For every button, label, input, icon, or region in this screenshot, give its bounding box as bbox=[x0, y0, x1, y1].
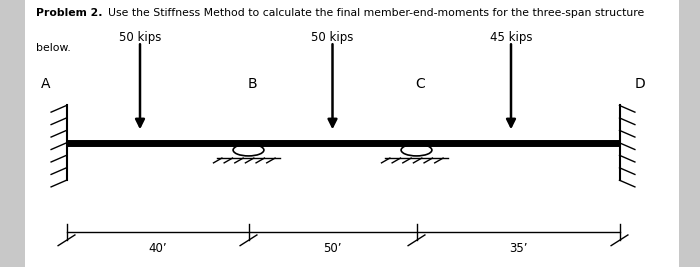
Text: 50’: 50’ bbox=[323, 242, 342, 255]
FancyBboxPatch shape bbox=[25, 0, 679, 267]
Text: A: A bbox=[41, 77, 50, 91]
Text: 35’: 35’ bbox=[509, 242, 527, 255]
Text: Use the Stiffness Method to calculate the final member-end-moments for the three: Use the Stiffness Method to calculate th… bbox=[101, 8, 644, 18]
Text: Problem 2.: Problem 2. bbox=[36, 8, 103, 18]
Text: D: D bbox=[635, 77, 646, 91]
Text: B: B bbox=[247, 77, 257, 91]
Text: 50 kips: 50 kips bbox=[312, 31, 354, 44]
Text: below.: below. bbox=[36, 43, 71, 53]
Text: 45 kips: 45 kips bbox=[490, 31, 532, 44]
Text: 50 kips: 50 kips bbox=[119, 31, 161, 44]
Text: 40’: 40’ bbox=[148, 242, 167, 255]
Text: C: C bbox=[415, 77, 425, 91]
